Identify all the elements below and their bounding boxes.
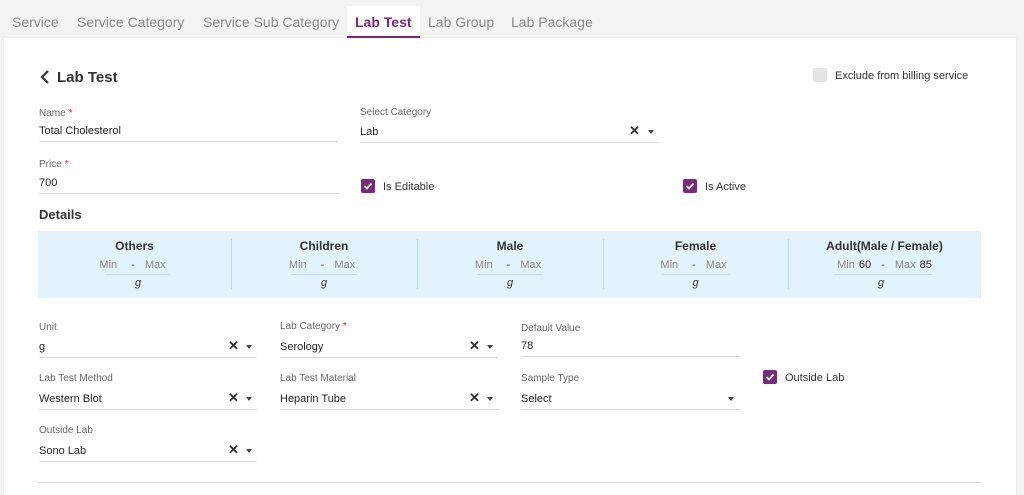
outside-lab-checkbox-label: Outside Lab bbox=[785, 372, 845, 384]
range-underline bbox=[291, 274, 357, 275]
default-value-label: Default Value bbox=[521, 323, 581, 334]
exclude-billing-label: Exclude from billing service bbox=[835, 70, 969, 82]
clear-icon[interactable]: ✕ bbox=[228, 338, 239, 353]
range-inputs[interactable]: Min 60- Max 85 bbox=[837, 259, 932, 271]
chevron-down-icon[interactable] bbox=[246, 345, 252, 349]
range-inputs[interactable]: Min - Max bbox=[288, 259, 356, 271]
unit-value: g bbox=[320, 277, 328, 289]
unit-select[interactable]: g ✕ bbox=[39, 336, 257, 358]
column-divider bbox=[417, 239, 418, 289]
column-divider bbox=[788, 239, 789, 289]
clear-icon[interactable]: ✕ bbox=[228, 442, 239, 457]
chevron-down-icon[interactable] bbox=[648, 130, 654, 134]
check-icon bbox=[685, 182, 695, 190]
clear-icon[interactable]: ✕ bbox=[629, 123, 640, 138]
is-active-checkbox[interactable] bbox=[683, 179, 697, 193]
range-underline bbox=[663, 274, 729, 275]
chevron-down-icon[interactable] bbox=[487, 397, 493, 401]
column-divider bbox=[231, 239, 232, 289]
outside-lab-label: Outside Lab bbox=[39, 425, 93, 436]
name-value: Total Cholesterol bbox=[39, 125, 121, 137]
tab-bar: Service Service Category Service Sub Cat… bbox=[0, 0, 1024, 38]
check-icon bbox=[363, 182, 373, 190]
col-head: Adult(Male / Female) bbox=[826, 239, 943, 253]
range-inputs[interactable]: Min - Max bbox=[474, 259, 542, 271]
chevron-down-icon[interactable] bbox=[246, 397, 252, 401]
material-label: Lab Test Material bbox=[280, 373, 356, 384]
category-value: Lab bbox=[360, 126, 379, 138]
bottom-divider bbox=[38, 482, 981, 483]
material-select[interactable]: Heparin Tube ✕ bbox=[280, 388, 498, 410]
method-label: Lab Test Method bbox=[39, 373, 113, 384]
method-value: Western Blot bbox=[39, 393, 102, 405]
price-label: Price * bbox=[39, 159, 69, 170]
method-select[interactable]: Western Blot ✕ bbox=[39, 388, 257, 410]
range-inputs[interactable]: Min - Max bbox=[99, 259, 166, 271]
unit-value: g bbox=[39, 341, 46, 353]
outside-lab-select[interactable]: Sono Lab ✕ bbox=[39, 440, 257, 462]
details-panel: Others Min - Max g Children Min - Max g Male… bbox=[38, 231, 981, 298]
clear-icon[interactable]: ✕ bbox=[469, 338, 480, 353]
price-value: 700 bbox=[39, 177, 58, 189]
tab-lab-test[interactable]: Lab Test bbox=[347, 6, 420, 38]
col-head: Others bbox=[115, 239, 154, 253]
name-label: Name * bbox=[39, 108, 73, 119]
col-head: Male bbox=[496, 239, 524, 253]
col-head: Female bbox=[674, 239, 717, 253]
details-col-children: Children Min - Max g bbox=[231, 231, 417, 298]
chevron-down-icon[interactable] bbox=[246, 449, 252, 453]
tab-service[interactable]: Service bbox=[12, 14, 59, 30]
chevron-left-icon[interactable] bbox=[40, 70, 50, 84]
page-title: Lab Test bbox=[57, 69, 118, 86]
range-underline bbox=[106, 274, 170, 275]
default-value: 78 bbox=[521, 340, 534, 352]
is-active-label: Is Active bbox=[705, 181, 746, 193]
chevron-down-icon[interactable] bbox=[487, 345, 493, 349]
clear-icon[interactable]: ✕ bbox=[469, 390, 480, 405]
lab-category-value: Serology bbox=[280, 341, 324, 353]
unit-label: Unit bbox=[39, 322, 57, 333]
range-inputs[interactable]: Min - Max bbox=[660, 259, 727, 271]
outside-lab-checkbox[interactable] bbox=[763, 370, 777, 384]
chevron-down-icon[interactable] bbox=[728, 397, 734, 401]
exclude-billing-checkbox[interactable] bbox=[813, 68, 827, 82]
lab-category-select[interactable]: Serology ✕ bbox=[280, 336, 498, 358]
material-value: Heparin Tube bbox=[280, 393, 347, 405]
unit-value: g bbox=[134, 277, 142, 289]
column-divider bbox=[603, 239, 604, 289]
details-col-others: Others Min - Max g bbox=[38, 231, 231, 298]
sample-type-select[interactable]: Select bbox=[521, 388, 740, 410]
details-col-male: Male Min - Max g bbox=[417, 231, 603, 298]
range-underline bbox=[834, 274, 932, 275]
tab-service-sub-category[interactable]: Service Sub Category bbox=[203, 14, 340, 30]
category-select[interactable]: Lab ✕ bbox=[360, 121, 659, 143]
lab-category-label: Lab Category * bbox=[280, 321, 347, 332]
tab-service-category[interactable]: Service Category bbox=[77, 14, 185, 30]
sample-type-label: Sample Type bbox=[521, 373, 580, 384]
col-head: Children bbox=[299, 239, 349, 253]
price-input[interactable]: 700 bbox=[39, 172, 338, 194]
details-col-adult: Adult(Male / Female) Min 60- Max 85 g bbox=[788, 231, 981, 298]
range-underline bbox=[477, 274, 543, 275]
sample-type-value: Select bbox=[521, 393, 552, 405]
is-editable-checkbox[interactable] bbox=[361, 179, 375, 193]
check-icon bbox=[765, 373, 775, 381]
outside-lab-value: Sono Lab bbox=[39, 445, 87, 457]
default-value-input[interactable]: 78 bbox=[521, 335, 740, 357]
tab-lab-package[interactable]: Lab Package bbox=[511, 14, 593, 30]
details-col-female: Female Min - Max g bbox=[603, 231, 788, 298]
clear-icon[interactable]: ✕ bbox=[228, 390, 239, 405]
tab-lab-group[interactable]: Lab Group bbox=[428, 14, 495, 30]
details-title: Details bbox=[39, 207, 82, 222]
unit-value: g bbox=[692, 277, 699, 289]
category-label: Select Category bbox=[360, 107, 432, 118]
is-editable-label: Is Editable bbox=[383, 181, 435, 193]
name-input[interactable]: Total Cholesterol bbox=[39, 120, 338, 142]
unit-value: g bbox=[877, 277, 885, 289]
form-card: Lab Test Exclude from billing service Na… bbox=[4, 38, 1016, 495]
unit-value: g bbox=[506, 277, 514, 289]
